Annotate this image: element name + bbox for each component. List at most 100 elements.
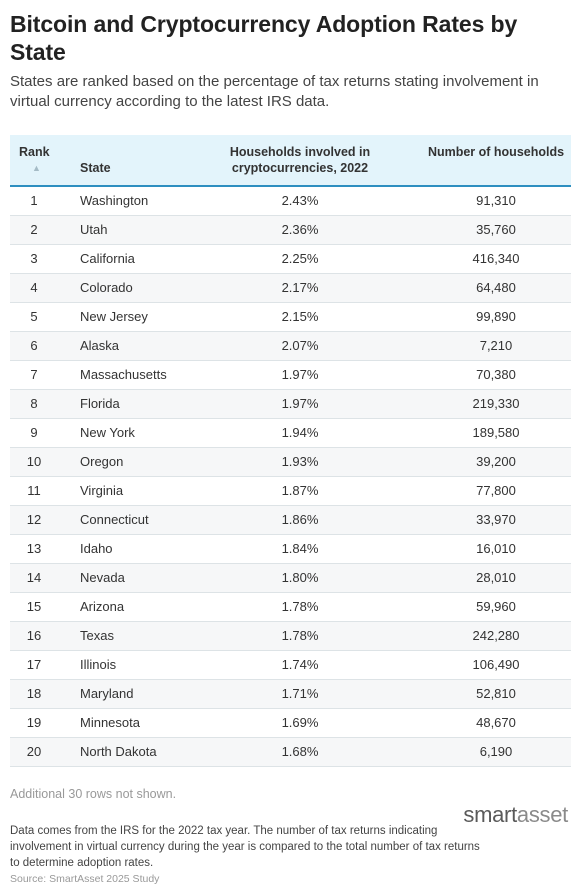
logo-part-asset: asset <box>516 802 568 827</box>
rank-cell: 16 <box>26 628 42 643</box>
header-state[interactable]: State <box>80 161 111 175</box>
pct-cell: 1.80% <box>281 570 319 585</box>
rank-cell: 17 <box>26 657 42 672</box>
pct-cell: 1.78% <box>281 628 319 643</box>
table-row: 1 Washington 2.43% 91,310 <box>10 187 571 216</box>
households-cell: 28,010 <box>476 570 516 585</box>
chart-title: Bitcoin and Cryptocurrency Adoption Rate… <box>10 11 518 65</box>
rank-cell: 11 <box>27 483 41 498</box>
state-cell: New Jersey <box>80 309 148 324</box>
pct-cell: 1.93% <box>281 454 319 469</box>
rank-cell: 15 <box>26 599 42 614</box>
chart-container: Bitcoin and Cryptocurrency Adoption Rate… <box>10 11 571 885</box>
header-rank[interactable]: Rank <box>19 145 50 159</box>
table-body: 1 Washington 2.43% 91,310 2 Utah 2.36% 35,760 3 C… <box>10 187 571 767</box>
rank-cell: 4 <box>30 280 38 295</box>
households-cell: 33,970 <box>476 512 516 527</box>
table-row: 18 Maryland 1.71% 52,810 <box>10 680 571 709</box>
state-cell: Idaho <box>80 541 113 556</box>
rank-cell: 14 <box>26 570 42 585</box>
pct-cell: 2.17% <box>281 280 319 295</box>
households-cell: 48,670 <box>476 715 516 730</box>
pct-cell: 2.07% <box>281 338 319 353</box>
rank-cell: 20 <box>26 744 42 759</box>
state-cell: California <box>80 251 135 266</box>
households-cell: 64,480 <box>476 280 516 295</box>
state-cell: Colorado <box>80 280 133 295</box>
rank-cell: 13 <box>26 541 42 556</box>
pct-cell: 1.84% <box>281 541 319 556</box>
households-cell: 70,380 <box>476 367 516 382</box>
pct-cell: 1.97% <box>281 396 319 411</box>
source-note: Source: SmartAsset 2025 Study <box>10 873 160 885</box>
table-row: 16 Texas 1.78% 242,280 <box>10 622 571 651</box>
table-row: 5 New Jersey 2.15% 99,890 <box>10 303 571 332</box>
rank-cell: 2 <box>30 222 38 237</box>
pct-cell: 1.86% <box>281 512 319 527</box>
households-cell: 77,800 <box>476 483 516 498</box>
table-row: 15 Arizona 1.78% 59,960 <box>10 593 571 622</box>
table-row: 2 Utah 2.36% 35,760 <box>10 216 571 245</box>
table-row: 12 Connecticut 1.86% 33,970 <box>10 506 571 535</box>
state-cell: Oregon <box>80 454 124 469</box>
state-cell: North Dakota <box>80 744 157 759</box>
rank-cell: 6 <box>30 338 38 353</box>
state-cell: Nevada <box>80 570 125 585</box>
pct-cell: 1.94% <box>281 425 319 440</box>
households-cell: 6,190 <box>479 744 513 759</box>
rank-cell: 19 <box>26 715 42 730</box>
state-cell: Alaska <box>80 338 120 353</box>
pct-cell: 2.36% <box>281 222 319 237</box>
rank-cell: 9 <box>30 425 38 440</box>
households-cell: 189,580 <box>472 425 520 440</box>
table-header: Rank ▲ State Households involved in cryp… <box>10 135 571 187</box>
state-cell: Illinois <box>80 657 117 672</box>
state-cell: Maryland <box>80 686 134 701</box>
logo-part-smart: smart <box>463 802 517 827</box>
pct-cell: 1.69% <box>281 715 319 730</box>
table-row: 10 Oregon 1.93% 39,200 <box>10 448 571 477</box>
households-cell: 242,280 <box>472 628 520 643</box>
table-row: 3 California 2.25% 416,340 <box>10 245 571 274</box>
households-cell: 416,340 <box>472 251 520 266</box>
table-row: 13 Idaho 1.84% 16,010 <box>10 535 571 564</box>
households-cell: 16,010 <box>476 541 516 556</box>
header-number-households[interactable]: Number of households <box>427 145 565 159</box>
pct-cell: 1.97% <box>281 367 319 382</box>
smartasset-logo: smartasset <box>463 802 568 828</box>
table-row: 20 North Dakota 1.68% 6,190 <box>10 738 571 767</box>
households-cell: 52,810 <box>476 686 516 701</box>
table-row: 9 New York 1.94% 189,580 <box>10 419 571 448</box>
rank-cell: 18 <box>26 686 42 701</box>
header-households-pct[interactable]: Households involved in cryptocurrencies,… <box>229 145 371 175</box>
more-rows-note: Additional 30 rows not shown. <box>10 787 177 801</box>
pct-cell: 1.71% <box>281 686 319 701</box>
rank-cell: 1 <box>30 193 38 208</box>
state-cell: Arizona <box>80 599 125 614</box>
sort-arrow-icon[interactable]: ▲ <box>32 163 41 173</box>
state-cell: Massachusetts <box>80 367 167 382</box>
footnote: Data comes from the IRS for the 2022 tax… <box>10 825 480 869</box>
pct-cell: 1.68% <box>281 744 319 759</box>
rank-cell: 5 <box>30 309 38 324</box>
table-row: 8 Florida 1.97% 219,330 <box>10 390 571 419</box>
rank-cell: 8 <box>30 396 38 411</box>
rank-cell: 3 <box>30 251 38 266</box>
rank-cell: 7 <box>30 367 38 382</box>
households-cell: 59,960 <box>476 599 516 614</box>
table-row: 7 Massachusetts 1.97% 70,380 <box>10 361 571 390</box>
pct-cell: 2.25% <box>281 251 319 266</box>
households-cell: 219,330 <box>472 396 520 411</box>
table-row: 17 Illinois 1.74% 106,490 <box>10 651 571 680</box>
households-cell: 39,200 <box>476 454 516 469</box>
state-cell: Minnesota <box>80 715 140 730</box>
pct-cell: 1.78% <box>281 599 319 614</box>
rank-cell: 10 <box>26 454 42 469</box>
state-cell: Connecticut <box>80 512 149 527</box>
households-cell: 35,760 <box>476 222 516 237</box>
table-row: 11 Virginia 1.87% 77,800 <box>10 477 571 506</box>
rank-cell: 12 <box>26 512 42 527</box>
households-cell: 99,890 <box>476 309 516 324</box>
households-cell: 106,490 <box>472 657 520 672</box>
state-cell: New York <box>80 425 135 440</box>
